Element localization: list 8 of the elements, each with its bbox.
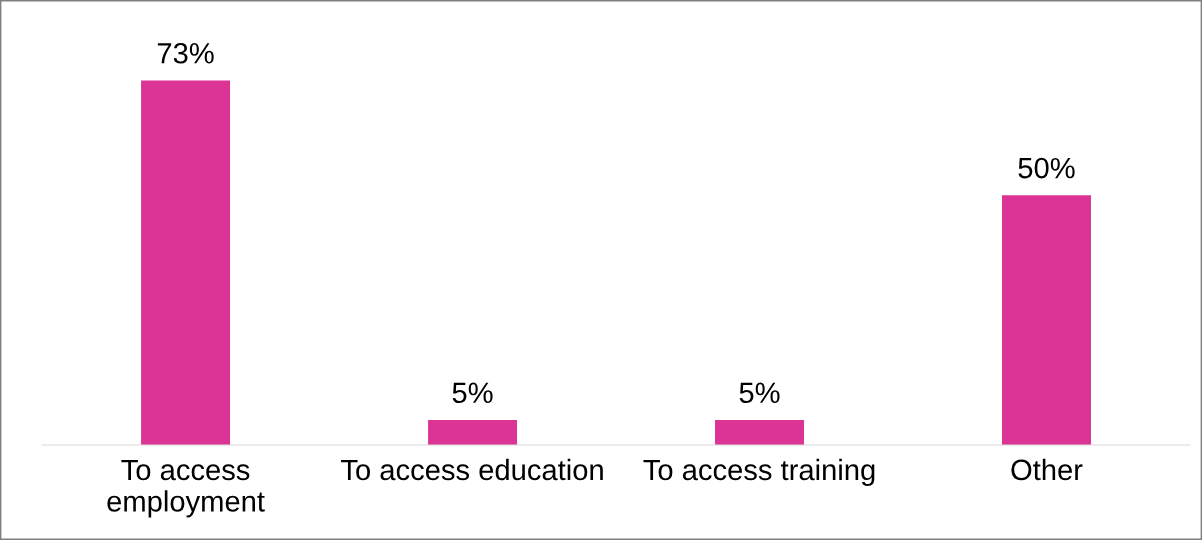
x-tick-label: To access education xyxy=(341,458,603,481)
data-label: 5% xyxy=(452,382,493,404)
x-tick-label: To access training xyxy=(643,458,875,487)
data-label: 5% xyxy=(739,382,780,404)
data-label: 73% xyxy=(157,42,214,64)
x-tick-label: Other xyxy=(1011,458,1083,481)
data-label: 50% xyxy=(1018,157,1075,179)
x-tick-label: To access employment xyxy=(107,459,265,518)
